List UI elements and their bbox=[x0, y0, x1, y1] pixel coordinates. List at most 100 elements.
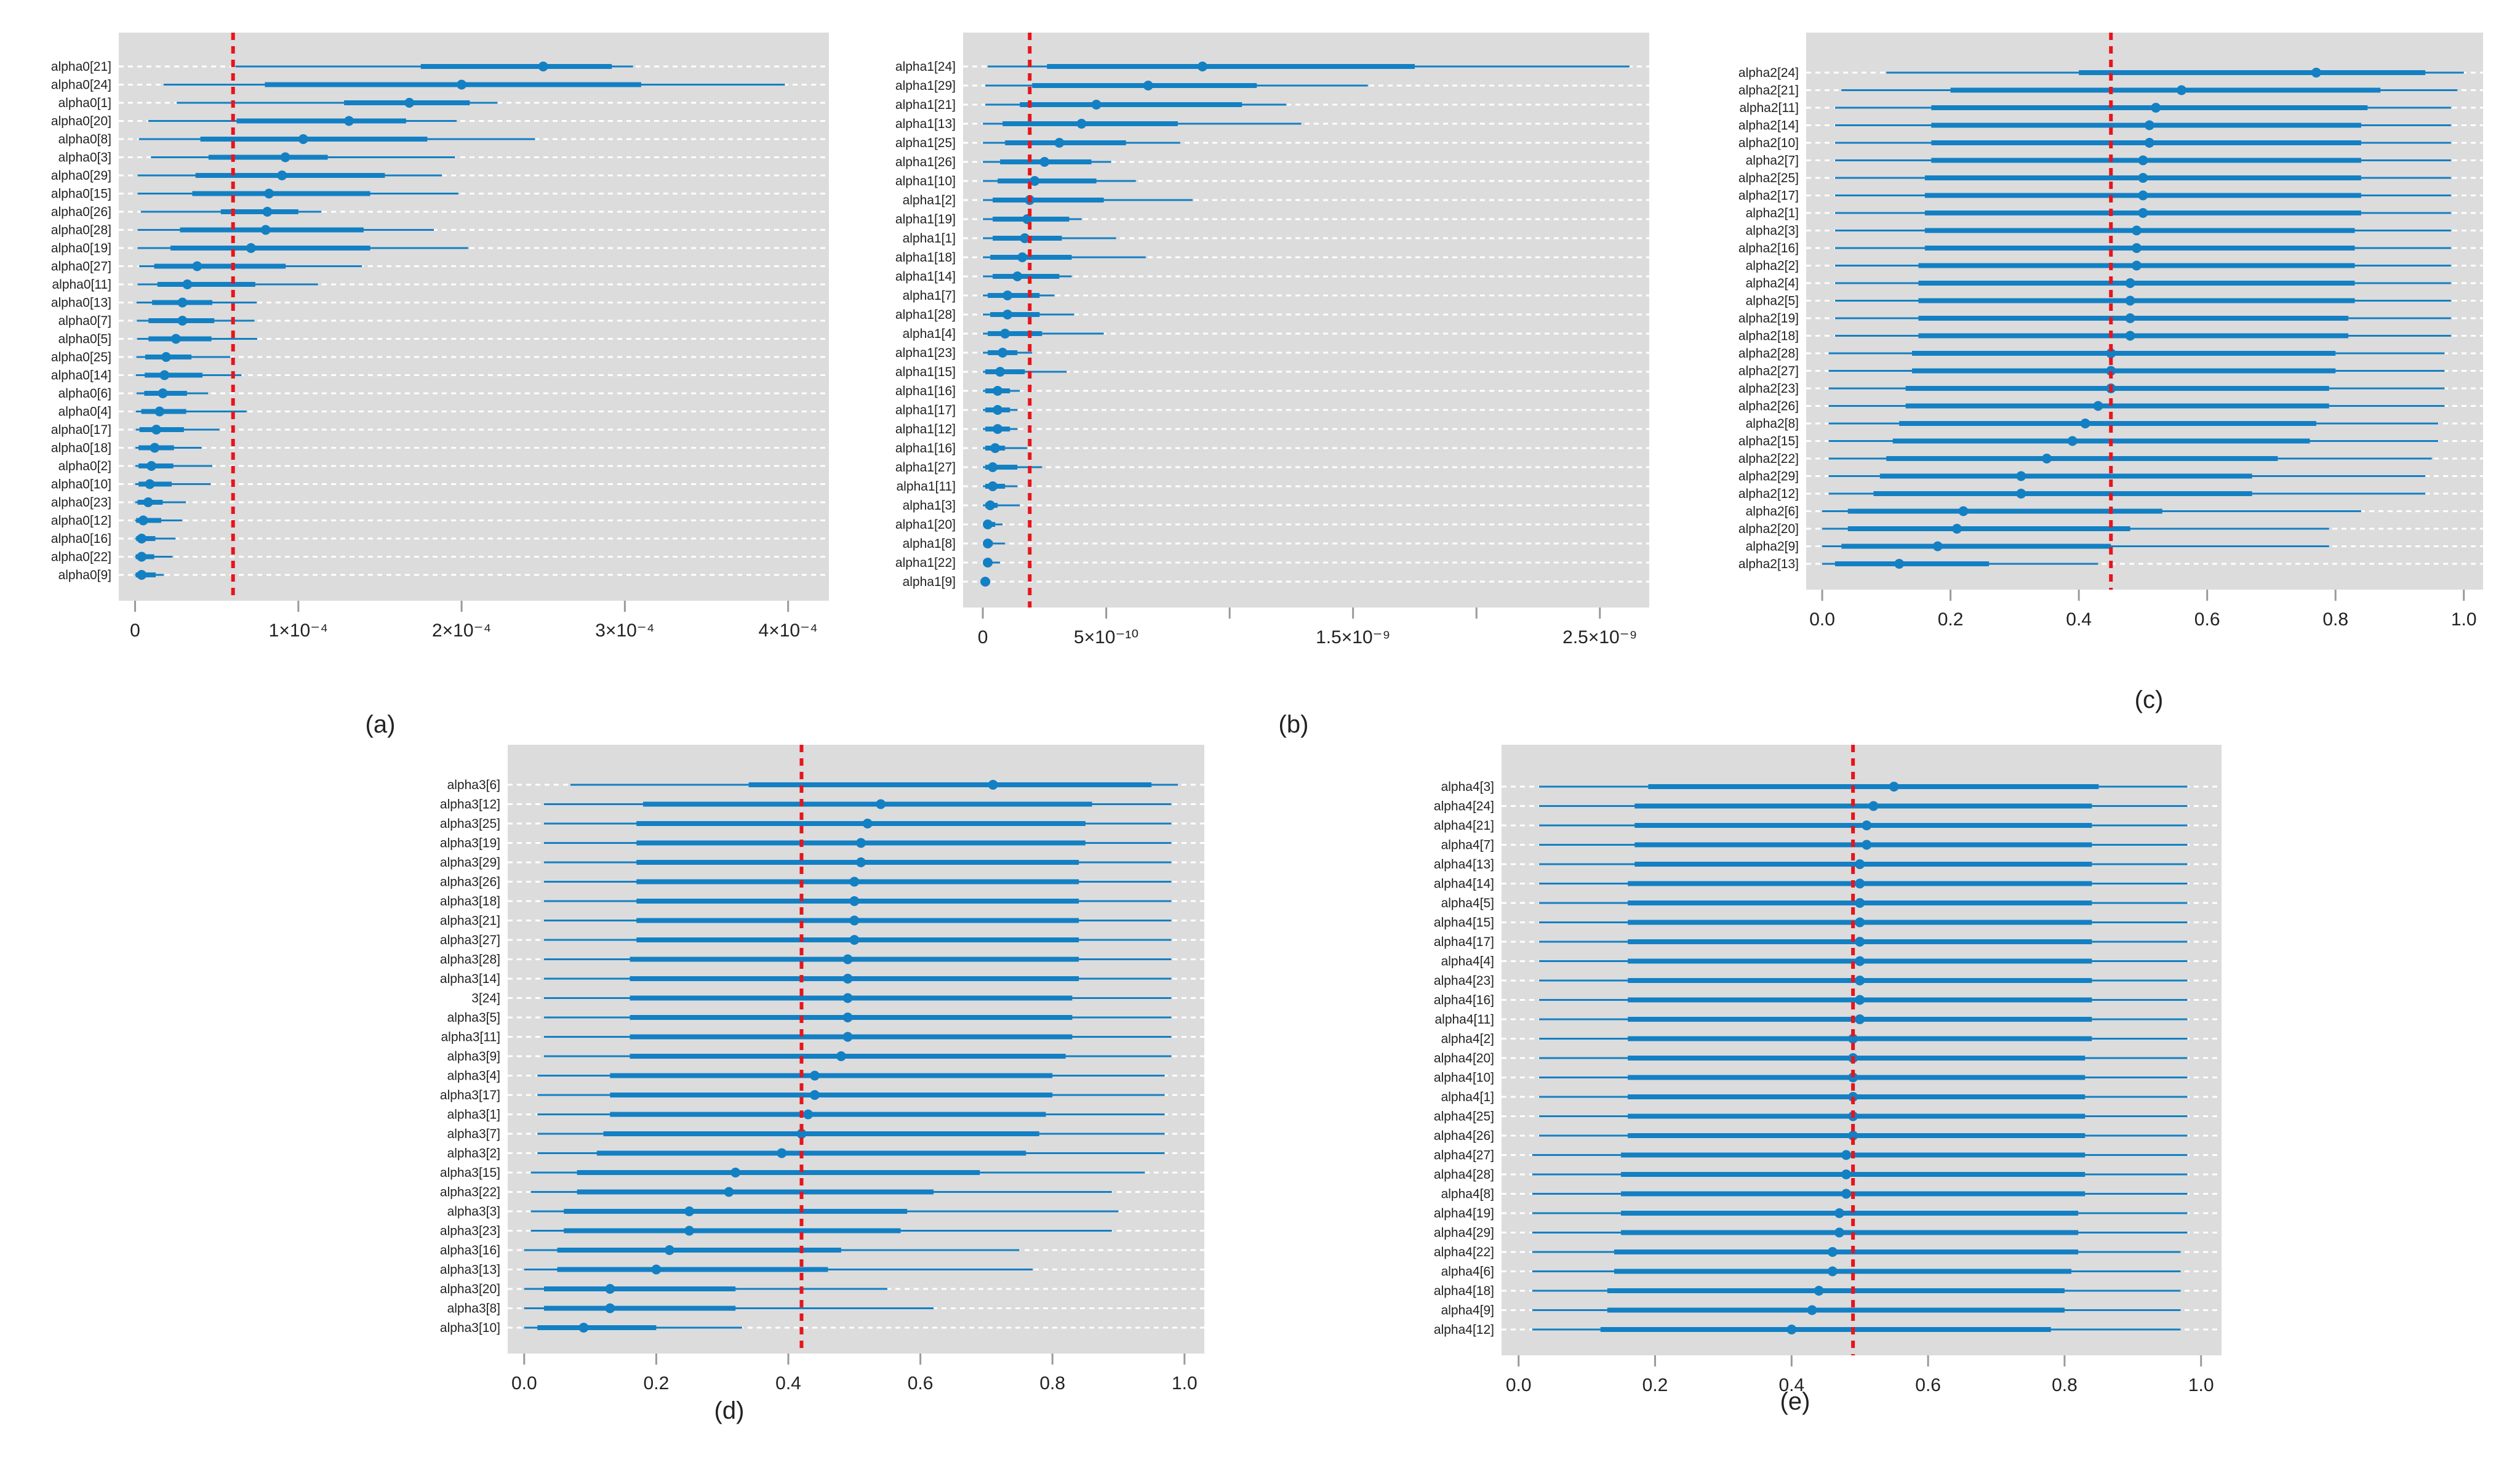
category-label: alpha2[28] bbox=[1738, 347, 1799, 361]
category-label: alpha1[20] bbox=[895, 518, 956, 532]
category-label: alpha1[11] bbox=[896, 479, 956, 494]
category-label: alpha4[18] bbox=[1434, 1284, 1494, 1298]
median-point bbox=[983, 558, 993, 568]
median-point bbox=[993, 405, 1003, 415]
median-point bbox=[137, 534, 147, 543]
x-tick-label: 1×10⁻⁴ bbox=[269, 620, 328, 641]
category-label: alpha3[17] bbox=[440, 1088, 500, 1102]
median-point bbox=[246, 243, 256, 253]
median-point bbox=[170, 334, 181, 344]
median-point bbox=[1002, 310, 1013, 319]
median-point bbox=[2144, 138, 2154, 148]
median-point bbox=[1000, 329, 1010, 339]
median-point bbox=[2041, 454, 2052, 463]
median-point bbox=[983, 539, 993, 548]
category-label: alpha2[14] bbox=[1738, 119, 1799, 133]
median-point bbox=[809, 1090, 820, 1100]
category-label: alpha1[4] bbox=[903, 327, 956, 341]
category-label: alpha0[20] bbox=[51, 114, 111, 129]
median-point bbox=[988, 462, 998, 472]
x-tick-label: 0.2 bbox=[1938, 609, 1964, 630]
category-label: alpha3[18] bbox=[440, 894, 500, 908]
category-label: alpha1[9] bbox=[903, 575, 956, 589]
category-label: alpha4[25] bbox=[1434, 1110, 1494, 1124]
median-point bbox=[1848, 1033, 1858, 1044]
median-point bbox=[2151, 103, 2161, 113]
category-label: alpha0[5] bbox=[58, 332, 111, 347]
panel-3: alpha2[24] alpha2[21] alpha2[11] alpha2[14]… bbox=[1738, 33, 2483, 713]
median-point bbox=[177, 297, 188, 308]
panel-letter: (e) bbox=[1780, 1388, 1810, 1415]
median-point bbox=[980, 577, 991, 587]
category-label: alpha1[2] bbox=[903, 193, 956, 207]
median-point bbox=[998, 348, 1008, 358]
category-label: alpha1[16] bbox=[895, 384, 956, 398]
x-tick-label: 0 bbox=[978, 627, 988, 648]
median-point bbox=[2138, 190, 2148, 201]
median-point bbox=[2144, 120, 2154, 130]
median-point bbox=[842, 1013, 853, 1022]
category-label: alpha1[10] bbox=[895, 174, 956, 188]
median-point bbox=[684, 1206, 695, 1216]
category-label: alpha1[15] bbox=[895, 365, 956, 379]
category-label: alpha2[24] bbox=[1738, 66, 1799, 80]
median-point bbox=[2016, 471, 2026, 481]
category-label: alpha3[8] bbox=[447, 1302, 500, 1316]
category-label: alpha2[4] bbox=[1746, 276, 1799, 291]
x-tick-label: 0.6 bbox=[1915, 1375, 1941, 1395]
category-label: alpha3[26] bbox=[440, 875, 500, 889]
x-tick-label: 0.6 bbox=[908, 1373, 934, 1394]
median-point bbox=[1054, 138, 1065, 148]
median-point bbox=[1855, 859, 1865, 869]
median-point bbox=[664, 1245, 674, 1255]
median-point bbox=[2125, 295, 2135, 306]
median-point bbox=[1002, 291, 1013, 300]
median-point bbox=[145, 479, 155, 489]
median-point bbox=[538, 62, 548, 71]
median-point bbox=[1848, 1072, 1858, 1083]
category-label: alpha1[23] bbox=[895, 346, 956, 360]
median-point bbox=[1039, 157, 1050, 167]
median-point bbox=[150, 443, 160, 453]
category-label: alpha0[7] bbox=[58, 314, 111, 328]
category-label: alpha1[22] bbox=[895, 556, 956, 570]
category-label: alpha0[26] bbox=[51, 205, 111, 219]
category-label: alpha4[23] bbox=[1434, 974, 1494, 988]
category-label: alpha1[25] bbox=[895, 136, 956, 150]
category-label: alpha4[7] bbox=[1441, 838, 1494, 852]
median-point bbox=[182, 279, 193, 289]
category-label: alpha2[18] bbox=[1738, 329, 1799, 343]
category-label: alpha0[11] bbox=[52, 278, 111, 292]
category-label: alpha3[5] bbox=[447, 1011, 500, 1025]
category-label: alpha4[6] bbox=[1441, 1265, 1494, 1279]
category-label: alpha4[14] bbox=[1434, 877, 1494, 891]
median-point bbox=[1841, 1169, 1852, 1179]
median-point bbox=[1807, 1305, 1817, 1315]
category-label: alpha4[8] bbox=[1441, 1187, 1494, 1201]
median-point bbox=[605, 1284, 615, 1294]
median-point bbox=[2016, 489, 2026, 499]
median-point bbox=[137, 570, 147, 580]
median-point bbox=[1198, 62, 1208, 71]
category-label: alpha2[10] bbox=[1738, 136, 1799, 150]
median-point bbox=[404, 98, 415, 108]
median-point bbox=[161, 352, 171, 362]
median-point bbox=[154, 406, 165, 417]
median-point bbox=[2067, 436, 2078, 446]
median-point bbox=[2093, 401, 2103, 411]
x-tick-label: 1.0 bbox=[1172, 1373, 1198, 1394]
median-point bbox=[1855, 917, 1865, 928]
panel-5: alpha4[3] alpha4[24] alpha4[21] alpha4[7] al… bbox=[1434, 745, 2222, 1415]
median-point bbox=[983, 519, 993, 529]
category-label: alpha4[21] bbox=[1434, 819, 1494, 833]
median-point bbox=[138, 515, 148, 526]
x-tick-label: 0.0 bbox=[511, 1373, 537, 1394]
x-tick-label: 0 bbox=[130, 620, 140, 641]
category-label: alpha4[27] bbox=[1434, 1149, 1494, 1163]
category-label: alpha4[10] bbox=[1434, 1071, 1494, 1085]
median-point bbox=[264, 188, 274, 199]
category-label: alpha3[19] bbox=[440, 836, 500, 851]
median-point bbox=[993, 424, 1003, 434]
category-label: alpha3[29] bbox=[440, 856, 500, 870]
x-tick-label: 0.8 bbox=[2052, 1375, 2078, 1395]
